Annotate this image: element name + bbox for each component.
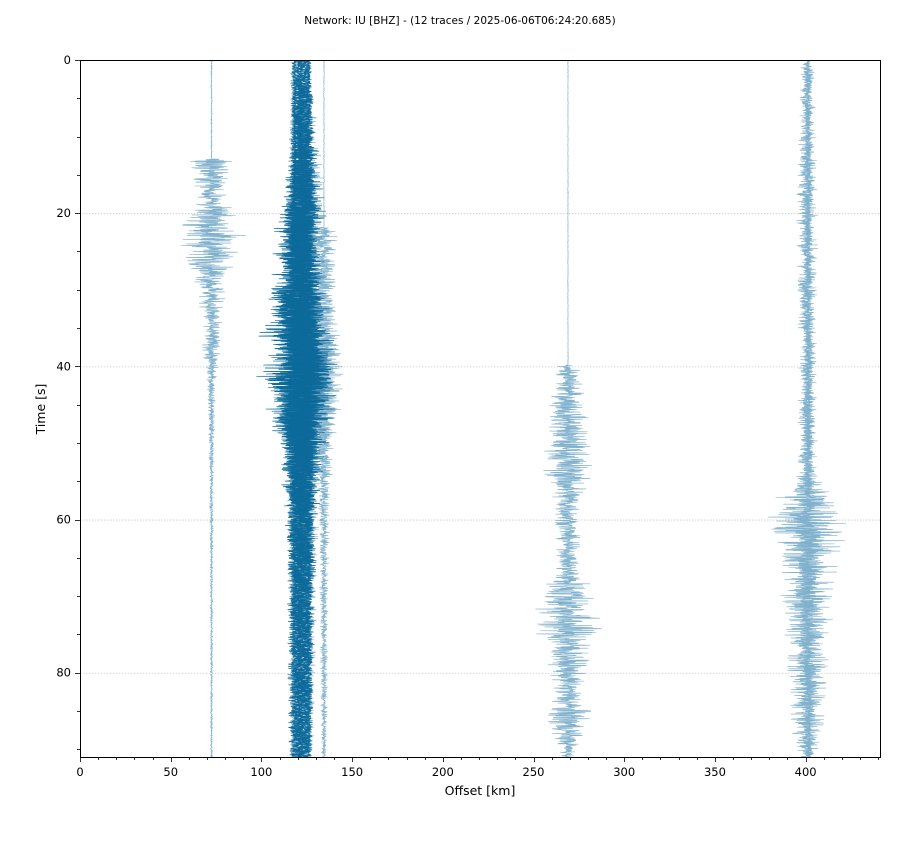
seismic-trace: [793, 60, 823, 757]
trace-area: [180, 60, 847, 757]
y-axis-label: Time [s]: [33, 384, 48, 436]
chart-title: Network: IU [BHZ] - (12 traces / 2025-06…: [304, 15, 615, 27]
x-tick-label: 250: [523, 765, 545, 779]
y-axis: 0 20 40 60 80: [56, 53, 80, 750]
x-tick-label: 150: [341, 765, 363, 779]
y-tick-label: 20: [56, 206, 71, 220]
x-tick-label: 350: [704, 765, 726, 779]
x-axis-label: Offset [km]: [445, 783, 516, 798]
x-tick-label: 400: [795, 765, 817, 779]
seismic-trace: [535, 60, 602, 757]
x-tick-label: 200: [432, 765, 454, 779]
seismic-traces: [180, 60, 847, 757]
x-tick-label: 50: [163, 765, 178, 779]
y-tick-label: 0: [64, 53, 71, 67]
seismic-trace: [767, 60, 847, 757]
x-tick-label: 100: [250, 765, 272, 779]
x-tick-label: 300: [613, 765, 635, 779]
seismic-trace: [180, 60, 246, 757]
plot-frame: [80, 60, 881, 758]
seismic-trace: [291, 60, 327, 757]
y-tick-label: 40: [56, 359, 71, 373]
grid-lines: [80, 213, 880, 674]
y-tick-label: 60: [56, 513, 71, 527]
y-tick-label: 80: [56, 666, 71, 680]
x-axis: 0 50 100 150 200 250 300 350 400: [76, 757, 879, 779]
x-tick-label: 0: [76, 765, 83, 779]
